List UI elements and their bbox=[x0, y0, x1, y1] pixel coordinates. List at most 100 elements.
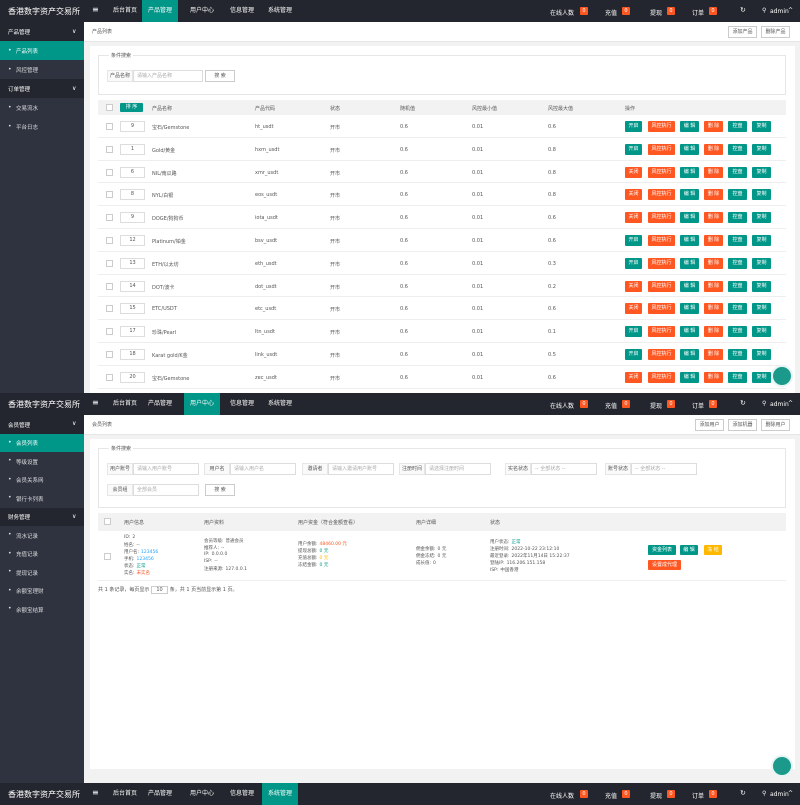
checkbox[interactable] bbox=[104, 553, 111, 560]
sidebar-item[interactable]: 等级设置 • bbox=[0, 452, 84, 471]
action-button[interactable]: 删 除 bbox=[704, 349, 723, 360]
toggle-button[interactable]: 开启 bbox=[625, 235, 642, 246]
user-name[interactable]: admin bbox=[770, 8, 789, 15]
action-button[interactable]: 删 除 bbox=[704, 280, 723, 292]
nav-item[interactable]: 信息管理 bbox=[230, 7, 255, 14]
action-button[interactable]: 控盘 bbox=[728, 280, 747, 292]
nav-item[interactable]: 用户中心 bbox=[184, 393, 221, 415]
field-input[interactable]: 请输入用户账号 bbox=[133, 463, 199, 475]
nav-item[interactable]: 产品管理 bbox=[148, 790, 173, 797]
action-button[interactable]: 控盘 bbox=[728, 371, 747, 383]
nav-item[interactable]: 系统管理 bbox=[268, 7, 293, 14]
action-button[interactable]: 删 除 bbox=[704, 257, 723, 269]
nav-item[interactable]: 后台首页 bbox=[113, 790, 138, 797]
field-input[interactable]: -- 全部状态 -- bbox=[631, 463, 697, 475]
action-button[interactable]: 风控执行 bbox=[648, 257, 675, 269]
action-button[interactable]: 复制 bbox=[752, 371, 771, 383]
toolbar-button[interactable]: 添加产品 bbox=[728, 26, 757, 38]
floating-button[interactable] bbox=[771, 365, 793, 387]
refresh-icon[interactable]: ↻ bbox=[740, 399, 746, 407]
toolbar-button[interactable]: 添加机器 bbox=[728, 419, 757, 431]
action-button[interactable]: 风控执行 bbox=[648, 326, 675, 338]
nav-right-item[interactable]: 订单 bbox=[692, 10, 705, 17]
menu-toggle[interactable]: ≡ bbox=[92, 5, 99, 14]
toggle-button[interactable]: 开启 bbox=[625, 349, 642, 360]
sort-input[interactable]: 13 bbox=[120, 257, 145, 269]
nav-item[interactable]: 后台首页 bbox=[113, 400, 138, 407]
action-button[interactable]: 删 除 bbox=[704, 143, 723, 155]
checkbox[interactable] bbox=[106, 104, 113, 111]
sidebar-item[interactable]: 风控管理 • bbox=[0, 60, 84, 79]
action-button[interactable]: 复制 bbox=[752, 166, 771, 178]
search-button[interactable]: 搜 索 bbox=[205, 70, 235, 82]
action-button[interactable]: 编 辑 bbox=[680, 371, 699, 383]
sidebar-item[interactable]: 产品列表 • bbox=[0, 41, 84, 60]
sidebar-item[interactable]: 提现记录 • bbox=[0, 563, 84, 582]
checkbox[interactable] bbox=[106, 282, 113, 290]
sidebar-group[interactable]: 产品管理 ∨ bbox=[0, 22, 84, 41]
toggle-button[interactable]: 关闭 bbox=[625, 189, 642, 201]
nav-right-item[interactable]: 订单 bbox=[692, 403, 705, 410]
action-button[interactable]: 控盘 bbox=[728, 143, 747, 155]
field-input[interactable]: 请输入产品名称 bbox=[133, 70, 203, 82]
nav-right-item[interactable]: 提现 bbox=[650, 793, 663, 800]
sidebar-group[interactable]: 会员管理 ∨ bbox=[0, 415, 84, 434]
sort-input[interactable]: 12 bbox=[120, 235, 145, 246]
action-button[interactable]: 复制 bbox=[752, 257, 771, 269]
action-button[interactable]: 复制 bbox=[752, 212, 771, 224]
sidebar-item[interactable]: 交易流水 • bbox=[0, 98, 84, 117]
user-name[interactable]: admin bbox=[770, 401, 789, 408]
sort-input[interactable]: 14 bbox=[120, 280, 145, 292]
nav-item[interactable]: 信息管理 bbox=[230, 790, 255, 797]
action-button[interactable]: 控盘 bbox=[728, 303, 747, 315]
page-size-select[interactable]: 10 bbox=[151, 586, 168, 594]
action-button[interactable]: 编 辑 bbox=[680, 143, 699, 155]
sidebar-item[interactable]: 平台日志 • bbox=[0, 117, 84, 136]
toggle-button[interactable]: 开启 bbox=[625, 257, 642, 269]
toggle-button[interactable]: 关闭 bbox=[625, 212, 642, 224]
action-button[interactable]: 风控执行 bbox=[648, 371, 675, 383]
sidebar-item[interactable]: 充值记录 • bbox=[0, 545, 84, 564]
action-button[interactable]: 风控执行 bbox=[648, 143, 675, 155]
checkbox[interactable] bbox=[106, 305, 113, 313]
checkbox[interactable] bbox=[106, 123, 113, 130]
checkbox[interactable] bbox=[106, 328, 113, 336]
action-button[interactable]: 复制 bbox=[752, 303, 771, 315]
sort-input[interactable]: 9 bbox=[120, 121, 145, 132]
action-button[interactable]: 编 辑 bbox=[680, 349, 699, 360]
nav-right-item[interactable]: 在线人数 bbox=[550, 403, 575, 410]
checkbox[interactable] bbox=[106, 145, 113, 153]
toggle-button[interactable]: 关闭 bbox=[625, 371, 642, 383]
action-button[interactable]: 复制 bbox=[752, 235, 771, 246]
action-button[interactable]: 复制 bbox=[752, 280, 771, 292]
sort-input[interactable]: 9 bbox=[120, 212, 145, 224]
sidebar-item[interactable]: 会员关系网 • bbox=[0, 471, 84, 490]
checkbox[interactable] bbox=[106, 351, 113, 358]
nav-item[interactable]: 产品管理 bbox=[142, 0, 179, 22]
sort-input[interactable]: 6 bbox=[120, 166, 145, 178]
action-button[interactable]: 控盘 bbox=[728, 166, 747, 178]
action-button[interactable]: 冻 结 bbox=[704, 545, 722, 555]
action-button[interactable]: 编 辑 bbox=[680, 303, 699, 315]
action-button[interactable]: 风控执行 bbox=[648, 349, 675, 360]
action-button[interactable]: 控盘 bbox=[728, 212, 747, 224]
toggle-button[interactable]: 关闭 bbox=[625, 166, 642, 178]
sidebar-item[interactable]: 余额宝理财 • bbox=[0, 582, 84, 601]
search-button[interactable]: 搜 索 bbox=[205, 484, 235, 496]
sort-input[interactable]: 8 bbox=[120, 189, 145, 201]
action-button[interactable]: 编 辑 bbox=[680, 189, 699, 201]
field-input[interactable]: 请选择注册时间 bbox=[425, 463, 491, 475]
toggle-button[interactable]: 关闭 bbox=[625, 280, 642, 292]
action-button[interactable]: 编 辑 bbox=[680, 280, 699, 292]
action-button[interactable]: 删 除 bbox=[704, 371, 723, 383]
user-name[interactable]: admin bbox=[770, 791, 789, 798]
action-button[interactable]: 删 除 bbox=[704, 189, 723, 201]
sidebar-group[interactable]: 订单管理 ∨ bbox=[0, 79, 84, 98]
nav-item[interactable]: 用户中心 bbox=[190, 790, 215, 797]
menu-toggle[interactable]: ≡ bbox=[92, 398, 99, 407]
toggle-button[interactable]: 开启 bbox=[625, 143, 642, 155]
action-button[interactable]: 复制 bbox=[752, 189, 771, 201]
action-button[interactable]: 删 除 bbox=[704, 303, 723, 315]
nav-right-item[interactable]: 在线人数 bbox=[550, 793, 575, 800]
nav-right-item[interactable]: 提现 bbox=[650, 10, 663, 17]
